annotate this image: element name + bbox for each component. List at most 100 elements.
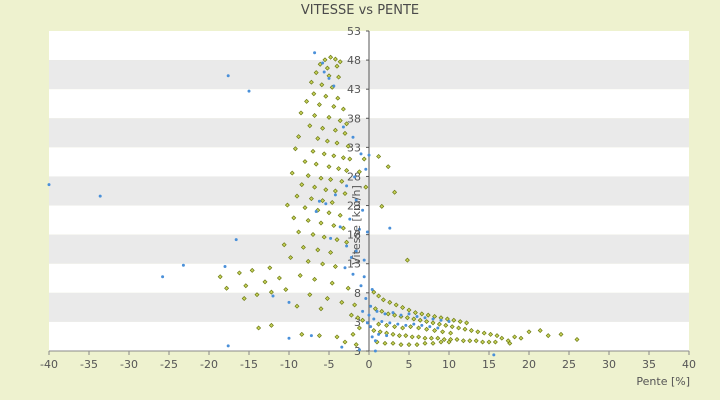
data-point xyxy=(416,325,422,331)
data-point xyxy=(267,265,273,271)
data-point xyxy=(373,339,377,343)
data-point xyxy=(388,226,392,230)
data-point xyxy=(412,310,418,316)
data-point xyxy=(398,342,404,348)
data-point xyxy=(448,330,454,336)
data-point xyxy=(254,292,260,298)
data-point xyxy=(321,151,327,157)
data-point xyxy=(241,296,247,301)
data-point xyxy=(316,102,322,108)
data-point xyxy=(435,335,441,341)
data-point xyxy=(370,288,374,292)
data-point xyxy=(292,146,298,152)
data-point xyxy=(411,316,417,322)
data-point xyxy=(391,311,395,315)
data-point xyxy=(457,319,463,325)
data-point xyxy=(312,184,318,190)
data-point xyxy=(340,106,346,112)
data-point xyxy=(365,321,369,325)
data-point xyxy=(47,183,51,187)
data-point xyxy=(294,193,300,199)
data-point xyxy=(377,329,383,335)
data-point xyxy=(390,340,396,346)
data-point xyxy=(390,331,396,337)
data-point xyxy=(436,326,440,330)
x-axis-label: Pente [%] xyxy=(636,375,690,388)
data-point xyxy=(403,333,409,339)
data-point xyxy=(379,308,385,314)
data-point xyxy=(311,91,317,97)
data-point xyxy=(334,334,340,340)
data-point xyxy=(417,317,423,323)
data-point xyxy=(361,309,365,313)
y-tick-label: 18 xyxy=(347,229,361,242)
data-point xyxy=(337,59,343,65)
data-point xyxy=(423,316,427,320)
data-point xyxy=(287,336,291,340)
data-point xyxy=(294,303,300,309)
x-tick-label: 35 xyxy=(642,358,656,371)
data-point xyxy=(313,70,319,76)
data-point xyxy=(438,339,444,345)
data-point xyxy=(364,167,368,171)
x-tick-label: 40 xyxy=(682,358,696,371)
data-point xyxy=(313,161,319,167)
data-point xyxy=(382,340,388,346)
data-point xyxy=(289,170,295,176)
data-point xyxy=(361,156,367,162)
data-point xyxy=(300,244,306,250)
data-point xyxy=(404,323,408,327)
data-point xyxy=(305,173,311,179)
data-point xyxy=(369,325,373,329)
y-tick-label: 43 xyxy=(347,83,361,96)
x-tick-label: -40 xyxy=(40,358,58,371)
data-point xyxy=(441,337,447,342)
data-point xyxy=(537,328,543,333)
data-point xyxy=(327,76,331,80)
data-point xyxy=(350,331,356,337)
data-point xyxy=(424,326,430,332)
data-point xyxy=(460,338,466,344)
data-point xyxy=(467,338,473,344)
data-point xyxy=(326,210,332,216)
data-point xyxy=(344,121,350,127)
data-point xyxy=(372,317,376,321)
data-point xyxy=(291,215,297,221)
data-point xyxy=(384,330,390,336)
data-point xyxy=(408,324,414,330)
data-point xyxy=(377,332,381,336)
x-tick-label: -30 xyxy=(120,358,138,371)
data-point xyxy=(298,110,304,116)
x-tick-label: 20 xyxy=(522,358,536,371)
data-point xyxy=(393,302,399,308)
y-tick-label: 3 xyxy=(354,345,361,358)
data-point xyxy=(443,322,449,328)
data-point xyxy=(348,312,354,318)
data-point xyxy=(507,340,513,346)
data-point xyxy=(440,329,446,335)
data-point xyxy=(396,322,400,326)
data-point xyxy=(385,311,391,317)
y-tick-label: 53 xyxy=(347,25,361,38)
data-point xyxy=(365,230,369,234)
data-point xyxy=(268,289,274,295)
data-point xyxy=(329,280,335,286)
y-axis-label: Vitesse [km/h] xyxy=(350,185,363,265)
data-point xyxy=(512,334,518,340)
data-point xyxy=(324,202,328,206)
data-point xyxy=(446,339,452,345)
data-point xyxy=(526,329,532,335)
data-point xyxy=(341,125,345,129)
y-tick-label: 13 xyxy=(347,258,361,271)
data-point xyxy=(351,135,355,139)
data-point xyxy=(376,153,382,159)
data-point xyxy=(329,236,333,240)
data-point xyxy=(468,328,474,333)
data-point xyxy=(376,321,382,327)
data-point xyxy=(430,320,436,326)
data-point xyxy=(243,283,249,289)
data-point xyxy=(324,138,330,144)
data-point xyxy=(343,266,347,270)
data-point xyxy=(310,232,316,237)
